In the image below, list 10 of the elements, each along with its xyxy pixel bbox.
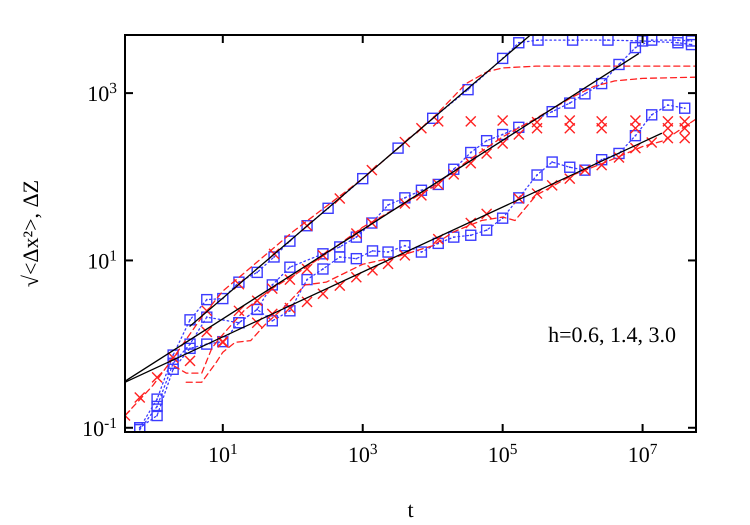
- y-tick-label: 10$^{1}$: [87, 246, 117, 274]
- y-tick-label: 10$^{-1}$: [82, 414, 117, 441]
- y-axis-title: √<Δx²>, ΔZ: [18, 180, 43, 288]
- x-tick-label: 10$^{7}$: [628, 440, 658, 467]
- annotation: h=0.6, 1.4, 3.0: [548, 322, 676, 347]
- x-axis-title: t: [407, 497, 414, 522]
- x-tick-label: 10$^{3}$: [348, 440, 378, 467]
- x-tick-label: 10$^{1}$: [208, 440, 238, 467]
- x-tick-label: 10$^{5}$: [488, 440, 518, 467]
- y-tick-label: 10$^{3}$: [87, 80, 118, 106]
